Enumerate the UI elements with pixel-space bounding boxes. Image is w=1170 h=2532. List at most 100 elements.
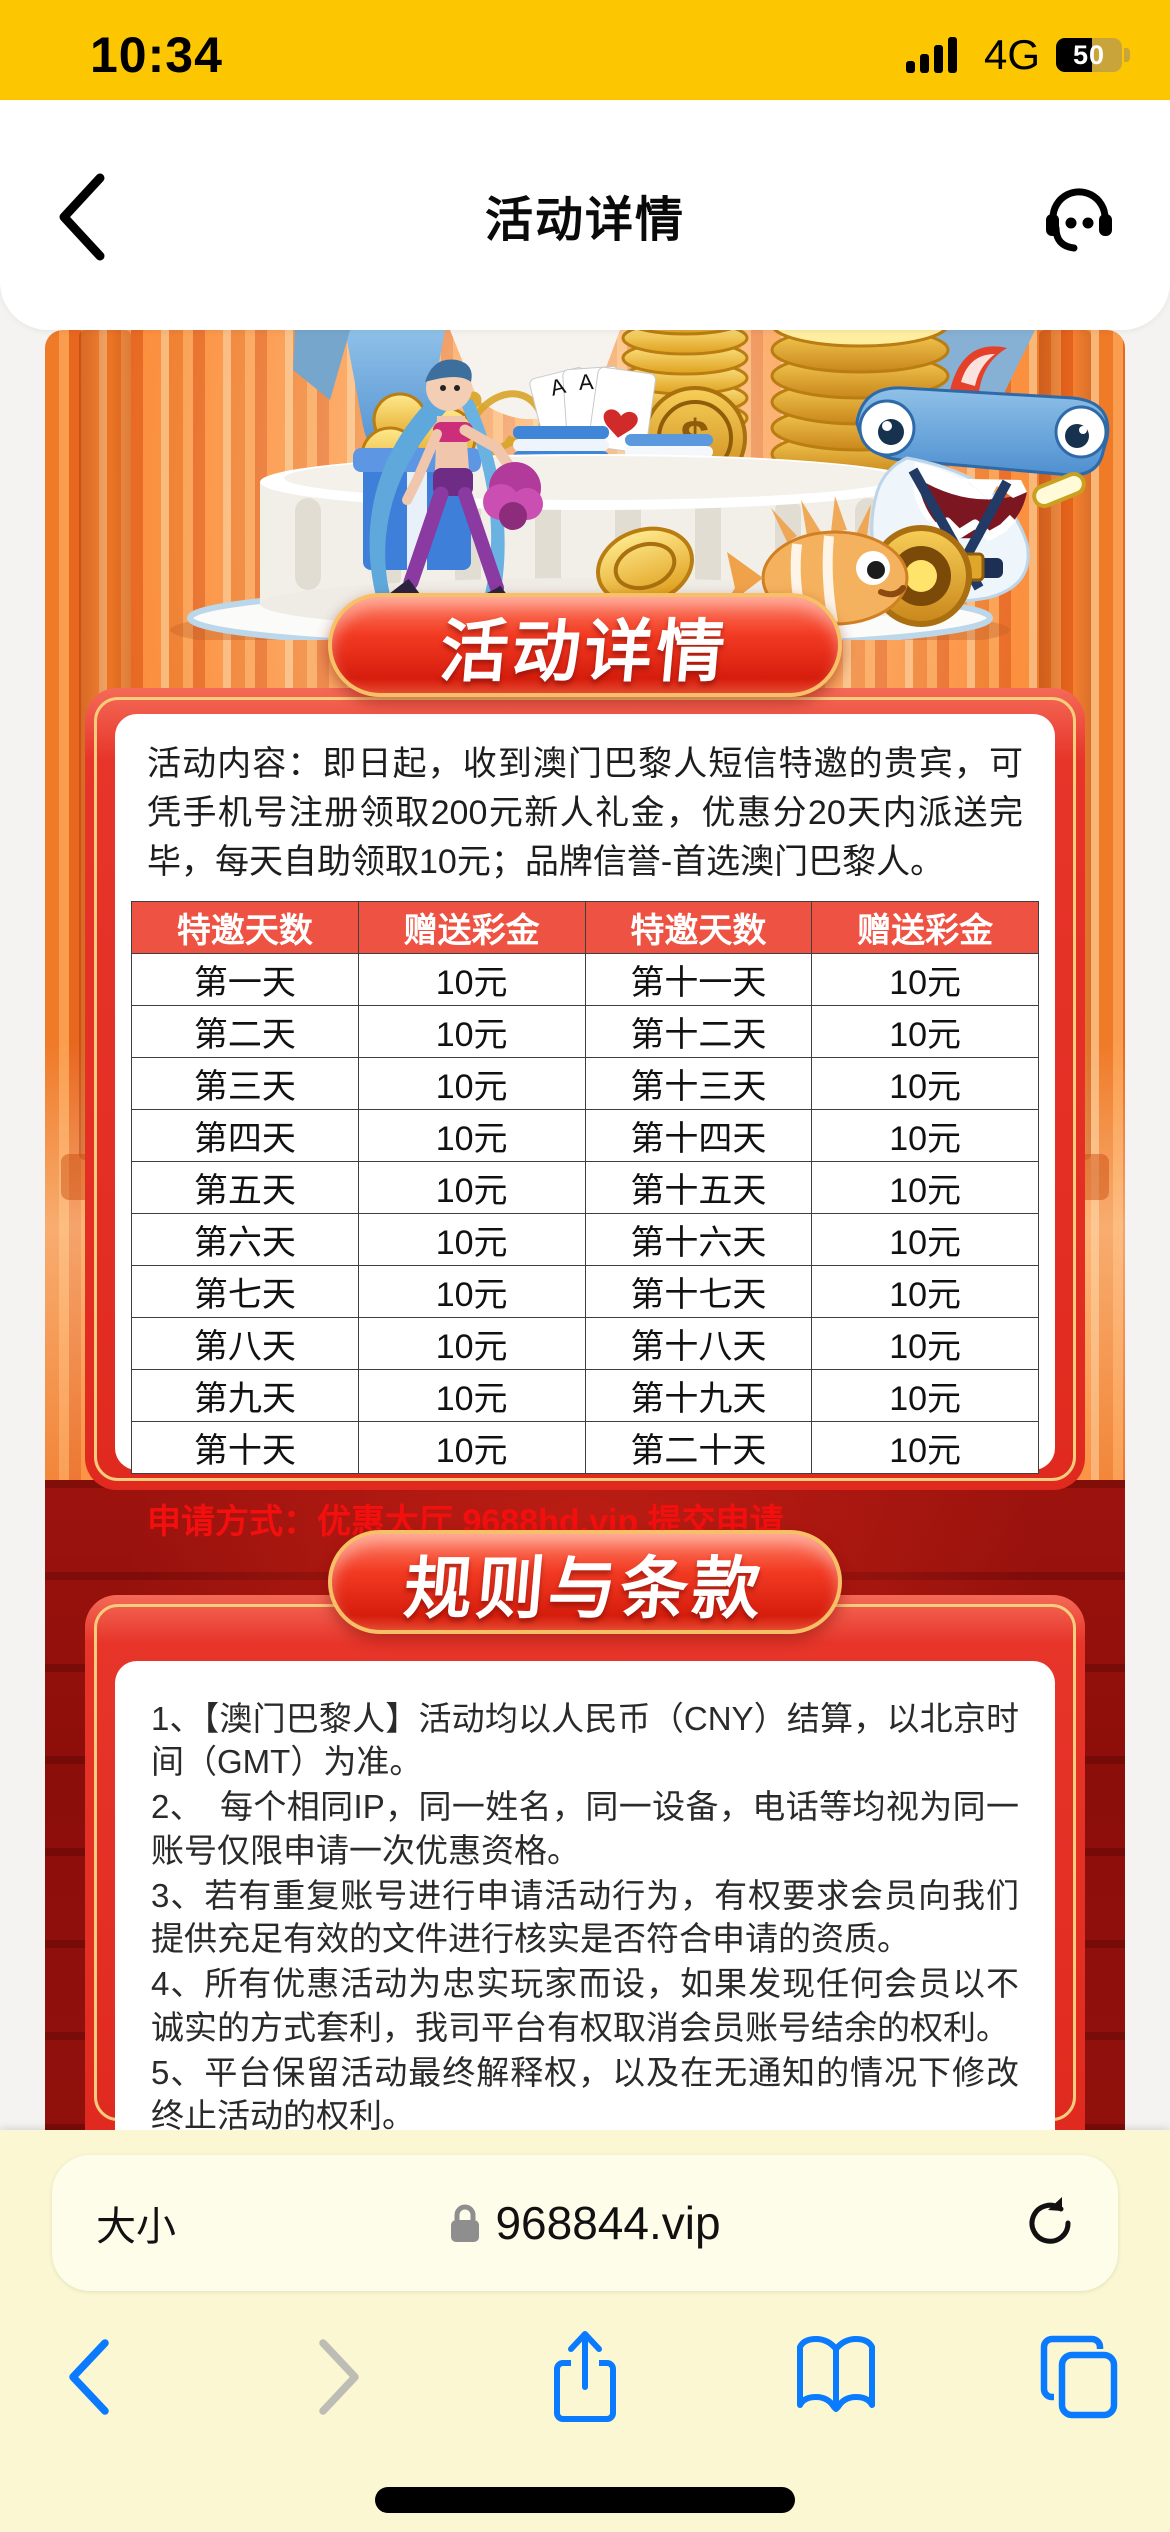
- battery-empty: [1092, 38, 1122, 72]
- activity-intro-text: 活动内容：即日起，收到澳门巴黎人短信特邀的贵宾，可凭手机号注册领取200元新人礼…: [147, 745, 1023, 881]
- table-header-cell: 赠送彩金: [357, 900, 586, 954]
- webpage-content: $ A A: [0, 330, 1170, 2130]
- customer-service-button[interactable]: [1040, 178, 1118, 256]
- table-row: 第九天 10元 第十九天 10元: [131, 1368, 1039, 1422]
- activity-card: 活动内容：即日起，收到澳门巴黎人短信特邀的贵宾，可凭手机号注册领取200元新人礼…: [85, 688, 1085, 1541]
- reload-button[interactable]: [1022, 2195, 1078, 2251]
- table-row: 第十天 10元 第二十天 10元: [131, 1420, 1039, 1474]
- table-cell: 10元: [811, 1160, 1039, 1214]
- table-cell: 第十三天: [584, 1056, 813, 1110]
- table-cell: 第十一天: [584, 952, 813, 1006]
- safari-bottom-bar: 大小 968844.vip: [0, 2130, 1170, 2532]
- network-type-label: 4G: [983, 31, 1040, 78]
- table-row: 第四天 10元 第十四天 10元: [131, 1108, 1039, 1162]
- table-cell: 第一天: [131, 952, 359, 1006]
- promo-image: $ A A: [45, 330, 1125, 2130]
- section-banner-activity: 活动详情: [328, 593, 842, 697]
- activity-panel: 活动内容：即日起，收到澳门巴黎人短信特邀的贵宾，可凭手机号注册领取200元新人礼…: [115, 714, 1055, 1541]
- battery-percent: 50: [1072, 39, 1106, 70]
- table-cell: 10元: [811, 1056, 1039, 1110]
- bookmarks-button[interactable]: [788, 2322, 884, 2432]
- battery-indicator: 50: [1056, 38, 1130, 72]
- table-cell: 10元: [357, 1108, 586, 1162]
- table-cell: 10元: [357, 1264, 586, 1318]
- jinx-character: [369, 359, 543, 640]
- table-cell: 10元: [357, 1368, 586, 1422]
- table-header-cell: 特邀天数: [131, 900, 359, 954]
- table-cell: 10元: [357, 952, 586, 1006]
- section-banner-activity-text: 活动详情: [437, 613, 732, 690]
- table-cell: 10元: [811, 1004, 1039, 1058]
- share-button[interactable]: [537, 2322, 633, 2432]
- table-row: 第二天 10元 第十二天 10元: [131, 1004, 1039, 1058]
- table-row: 第一天 10元 第十一天 10元: [131, 952, 1039, 1006]
- navbar: 活动详情: [0, 100, 1170, 330]
- section-banner-rules: 规则与条款: [328, 1530, 842, 1634]
- table-cell: 第八天: [131, 1316, 359, 1370]
- table-cell: 第四天: [131, 1108, 359, 1162]
- falling-coin: [596, 526, 694, 606]
- rules-card: 1、【澳门巴黎人】活动均以人民币（CNY）结算，以北京时间（GMT）为准。 2、 …: [85, 1595, 1085, 2130]
- rule-item: 1、【澳门巴黎人】活动均以人民币（CNY）结算，以北京时间（GMT）为准。: [151, 1700, 1019, 1781]
- browser-forward-button[interactable]: [291, 2322, 387, 2432]
- table-row: 第五天 10元 第十五天 10元: [131, 1160, 1039, 1214]
- table-cell: 10元: [811, 1316, 1039, 1370]
- safari-toolbar: [0, 2300, 1170, 2460]
- table-cell: 第十六天: [584, 1212, 813, 1266]
- page-title: 活动详情: [484, 194, 685, 247]
- table-cell: 10元: [811, 952, 1039, 1006]
- table-cell: 10元: [811, 1420, 1039, 1474]
- rules-list: 1、【澳门巴黎人】活动均以人民币（CNY）结算，以北京时间（GMT）为准。 2、 …: [151, 1697, 1019, 2130]
- table-cell: 第十八天: [584, 1316, 813, 1370]
- tabs-button[interactable]: [1034, 2322, 1130, 2432]
- home-indicator[interactable]: [375, 2487, 795, 2513]
- rules-panel: 1、【澳门巴黎人】活动均以人民币（CNY）结算，以北京时间（GMT）为准。 2、 …: [115, 1661, 1055, 2130]
- lock-icon: [451, 2204, 480, 2242]
- table-cell: 10元: [357, 1420, 586, 1474]
- table-cell: 第十九天: [584, 1368, 813, 1422]
- section-banner-rules-text: 规则与条款: [401, 1550, 768, 1627]
- rule-item: 3、若有重复账号进行申请活动行为，有权要求会员向我们提供充足有效的文件进行核实是…: [151, 1876, 1019, 1958]
- text-size-button[interactable]: 大小: [96, 2205, 176, 2249]
- rule-item: 2、 每个相同IP，同一姓名，同一设备，电话等均视为同一账号仅限申请一次优惠资格…: [151, 1788, 1019, 1869]
- table-cell: 10元: [357, 1316, 586, 1370]
- status-time: 10:34: [90, 27, 223, 83]
- table-cell: 第十二天: [584, 1004, 813, 1058]
- table-cell: 10元: [811, 1212, 1039, 1266]
- table-cell: 第十天: [131, 1420, 359, 1474]
- table-cell: 10元: [811, 1264, 1039, 1318]
- address-bar[interactable]: 大小 968844.vip: [52, 2155, 1118, 2291]
- status-indicators: 4G 50: [905, 31, 1130, 79]
- browser-back-button[interactable]: [41, 2322, 137, 2432]
- table-row: 第八天 10元 第十八天 10元: [131, 1316, 1039, 1370]
- status-bar: 10:34 4G 50: [0, 0, 1170, 100]
- table-cell: 10元: [357, 1212, 586, 1266]
- bonus-table-header-row: 特邀天数 赠送彩金 特邀天数 赠送彩金: [131, 900, 1039, 954]
- table-cell: 第十七天: [584, 1264, 813, 1318]
- table-cell: 10元: [357, 1056, 586, 1110]
- table-header-cell: 赠送彩金: [811, 900, 1039, 954]
- back-button[interactable]: [52, 172, 112, 262]
- rule-item: 5、平台保留活动最终解释权，以及在无通知的情况下修改终止活动的权利。: [151, 2053, 1019, 2130]
- svg-text:A: A: [548, 373, 569, 401]
- table-cell: 第九天: [131, 1368, 359, 1422]
- jinx-minigun: [483, 462, 543, 530]
- table-row: 第六天 10元 第十六天 10元: [131, 1212, 1039, 1266]
- table-cell: 10元: [811, 1108, 1039, 1162]
- table-header-cell: 特邀天数: [584, 900, 813, 954]
- table-cell: 第五天: [131, 1160, 359, 1214]
- svg-text:A: A: [578, 369, 595, 395]
- table-cell: 第二十天: [584, 1420, 813, 1474]
- table-cell: 第六天: [131, 1212, 359, 1266]
- table-cell: 第七天: [131, 1264, 359, 1318]
- table-cell: 第十五天: [584, 1160, 813, 1214]
- table-cell: 第三天: [131, 1056, 359, 1110]
- table-row: 第三天 10元 第十三天 10元: [131, 1056, 1039, 1110]
- battery-fill: [1056, 38, 1093, 72]
- battery-cap: [1124, 48, 1130, 62]
- table-row: 第七天 10元 第十七天 10元: [131, 1264, 1039, 1318]
- table-cell: 第二天: [131, 1004, 359, 1058]
- table-cell: 10元: [357, 1004, 586, 1058]
- table-cell: 10元: [811, 1368, 1039, 1422]
- table-cell: 10元: [357, 1160, 586, 1214]
